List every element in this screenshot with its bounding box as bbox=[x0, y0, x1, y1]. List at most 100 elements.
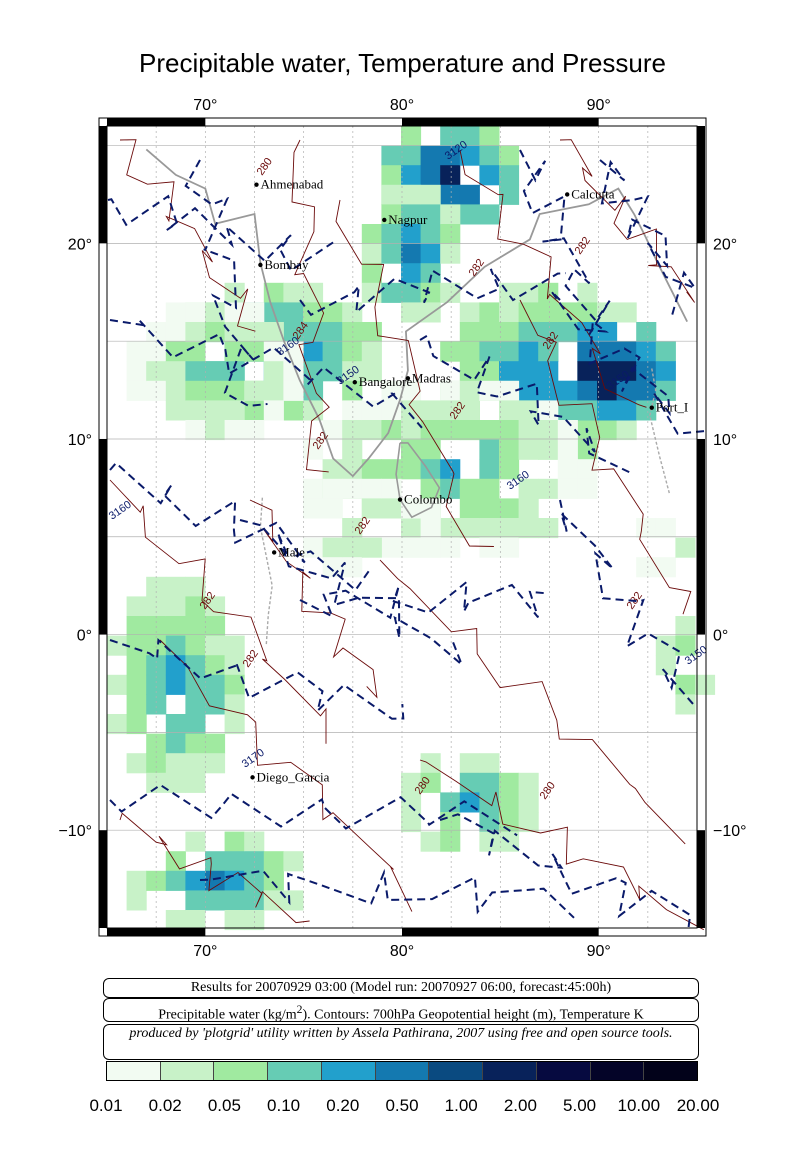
frame-segment-left bbox=[99, 126, 107, 244]
pw-cell bbox=[283, 851, 304, 872]
pw-cell bbox=[420, 184, 441, 205]
pw-cell bbox=[165, 322, 186, 343]
pw-cell bbox=[263, 890, 284, 911]
pw-cell bbox=[146, 655, 167, 676]
pw-cell bbox=[518, 518, 539, 539]
colorbar-swatch bbox=[429, 1062, 484, 1080]
tick-labels: 70° 70° 80° 80° 90° 90° 20° 20° 10° 10° 0° 0° −10° −1… bbox=[58, 97, 746, 960]
pw-cell bbox=[499, 145, 520, 166]
pw-cell bbox=[459, 204, 480, 225]
pw-cell bbox=[420, 831, 441, 852]
pw-cell bbox=[126, 714, 147, 735]
lon-tick-label-bottom: 90° bbox=[587, 943, 611, 960]
pw-cell bbox=[283, 322, 304, 343]
frame-segment-right bbox=[697, 126, 705, 244]
frame-segment-top bbox=[402, 118, 599, 126]
pw-cell bbox=[440, 537, 461, 558]
pw-cell bbox=[401, 812, 422, 833]
lat-tick-label-left: −10° bbox=[58, 823, 92, 840]
pw-cell bbox=[655, 341, 676, 362]
pw-cell bbox=[205, 635, 226, 656]
pw-cell bbox=[518, 341, 539, 362]
pw-cell bbox=[538, 518, 559, 539]
pw-cell bbox=[675, 674, 696, 695]
pw-cell bbox=[165, 910, 186, 931]
pw-cell bbox=[185, 400, 206, 421]
pw-cell bbox=[342, 302, 363, 323]
legend-text-pre: Precipitable water (kg/m bbox=[158, 1007, 297, 1023]
pw-cell bbox=[165, 772, 186, 793]
pw-cell bbox=[479, 439, 500, 460]
pw-cell bbox=[440, 812, 461, 833]
pw-cell bbox=[499, 459, 520, 480]
pw-cell bbox=[283, 400, 304, 421]
city-marker bbox=[382, 217, 387, 223]
pw-cell bbox=[538, 439, 559, 460]
pw-cell bbox=[420, 263, 441, 284]
temperature-contour bbox=[559, 139, 695, 303]
pw-cell bbox=[205, 674, 226, 695]
pw-cell bbox=[342, 361, 363, 382]
srilanka-coastline bbox=[395, 442, 441, 519]
pw-cell bbox=[577, 282, 598, 303]
pw-cell bbox=[126, 753, 147, 774]
pw-cell bbox=[459, 478, 480, 499]
pw-cell bbox=[205, 616, 226, 637]
lat-tick-label-right: 20° bbox=[713, 236, 737, 253]
pw-cell bbox=[401, 243, 422, 264]
pw-cell bbox=[675, 616, 696, 637]
pw-cell bbox=[126, 655, 147, 676]
pw-cell bbox=[440, 400, 461, 421]
pw-cell bbox=[459, 772, 480, 793]
temperature-contour-label: 282 bbox=[573, 235, 593, 257]
pw-cell bbox=[459, 380, 480, 401]
geopotential-contour bbox=[299, 579, 548, 620]
pw-cell bbox=[224, 400, 245, 421]
pw-cell bbox=[459, 753, 480, 774]
temperature-contour bbox=[109, 479, 327, 744]
colorbar-tick-label: 20.00 bbox=[676, 1096, 720, 1115]
pw-cell bbox=[440, 518, 461, 539]
pw-cell bbox=[165, 302, 186, 323]
pw-cell bbox=[165, 380, 186, 401]
pw-cell bbox=[440, 380, 461, 401]
pw-cell bbox=[244, 380, 265, 401]
pw-cell bbox=[459, 498, 480, 519]
pw-cell bbox=[401, 792, 422, 813]
pw-cell bbox=[459, 322, 480, 343]
pw-cell bbox=[244, 420, 265, 441]
pw-cell bbox=[479, 165, 500, 186]
pw-cell bbox=[361, 498, 382, 519]
pw-cell bbox=[361, 459, 382, 480]
geopotential-contour bbox=[550, 290, 709, 435]
pw-cell bbox=[675, 537, 696, 558]
pw-cell bbox=[224, 635, 245, 656]
colorbar-tick-label: 0.01 bbox=[89, 1096, 123, 1115]
pw-cell bbox=[165, 616, 186, 637]
pw-cell bbox=[303, 400, 324, 421]
pw-cell bbox=[518, 400, 539, 421]
pw-cell bbox=[342, 518, 363, 539]
pw-cell bbox=[440, 282, 461, 303]
pw-cell bbox=[577, 341, 598, 362]
geopotential-contour bbox=[599, 159, 698, 316]
pw-cell bbox=[499, 498, 520, 519]
temperature-contour bbox=[335, 199, 494, 547]
pw-cell bbox=[518, 772, 539, 793]
pw-cell bbox=[283, 380, 304, 401]
colorbar-tick-label: 0.02 bbox=[148, 1096, 182, 1115]
lat-tick-label-left: 20° bbox=[68, 236, 92, 253]
temperature-contour bbox=[519, 299, 692, 615]
frame-segment-left bbox=[99, 830, 107, 928]
pw-cell bbox=[636, 557, 657, 578]
pw-cell bbox=[479, 831, 500, 852]
credits-box: produced by 'plotgrid' utility written b… bbox=[103, 1024, 699, 1060]
colorbar-swatch bbox=[483, 1062, 537, 1080]
lat-tick-label-right: 0° bbox=[713, 628, 728, 645]
pw-cell bbox=[205, 890, 226, 911]
pw-cell bbox=[597, 341, 618, 362]
pw-cell bbox=[263, 380, 284, 401]
frame-segment-right bbox=[697, 830, 705, 928]
pw-cell bbox=[263, 361, 284, 382]
pw-cell bbox=[185, 341, 206, 362]
